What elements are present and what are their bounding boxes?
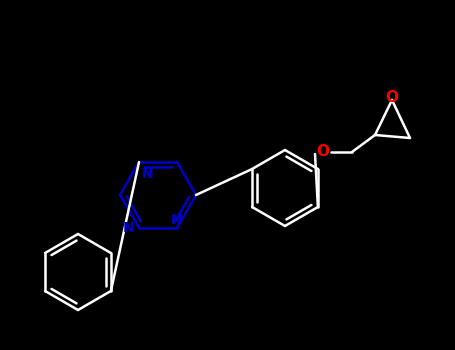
Text: O: O: [385, 90, 399, 105]
Text: N: N: [142, 167, 154, 181]
Text: O: O: [317, 145, 329, 160]
Text: N: N: [171, 213, 183, 227]
Text: N: N: [122, 221, 134, 235]
